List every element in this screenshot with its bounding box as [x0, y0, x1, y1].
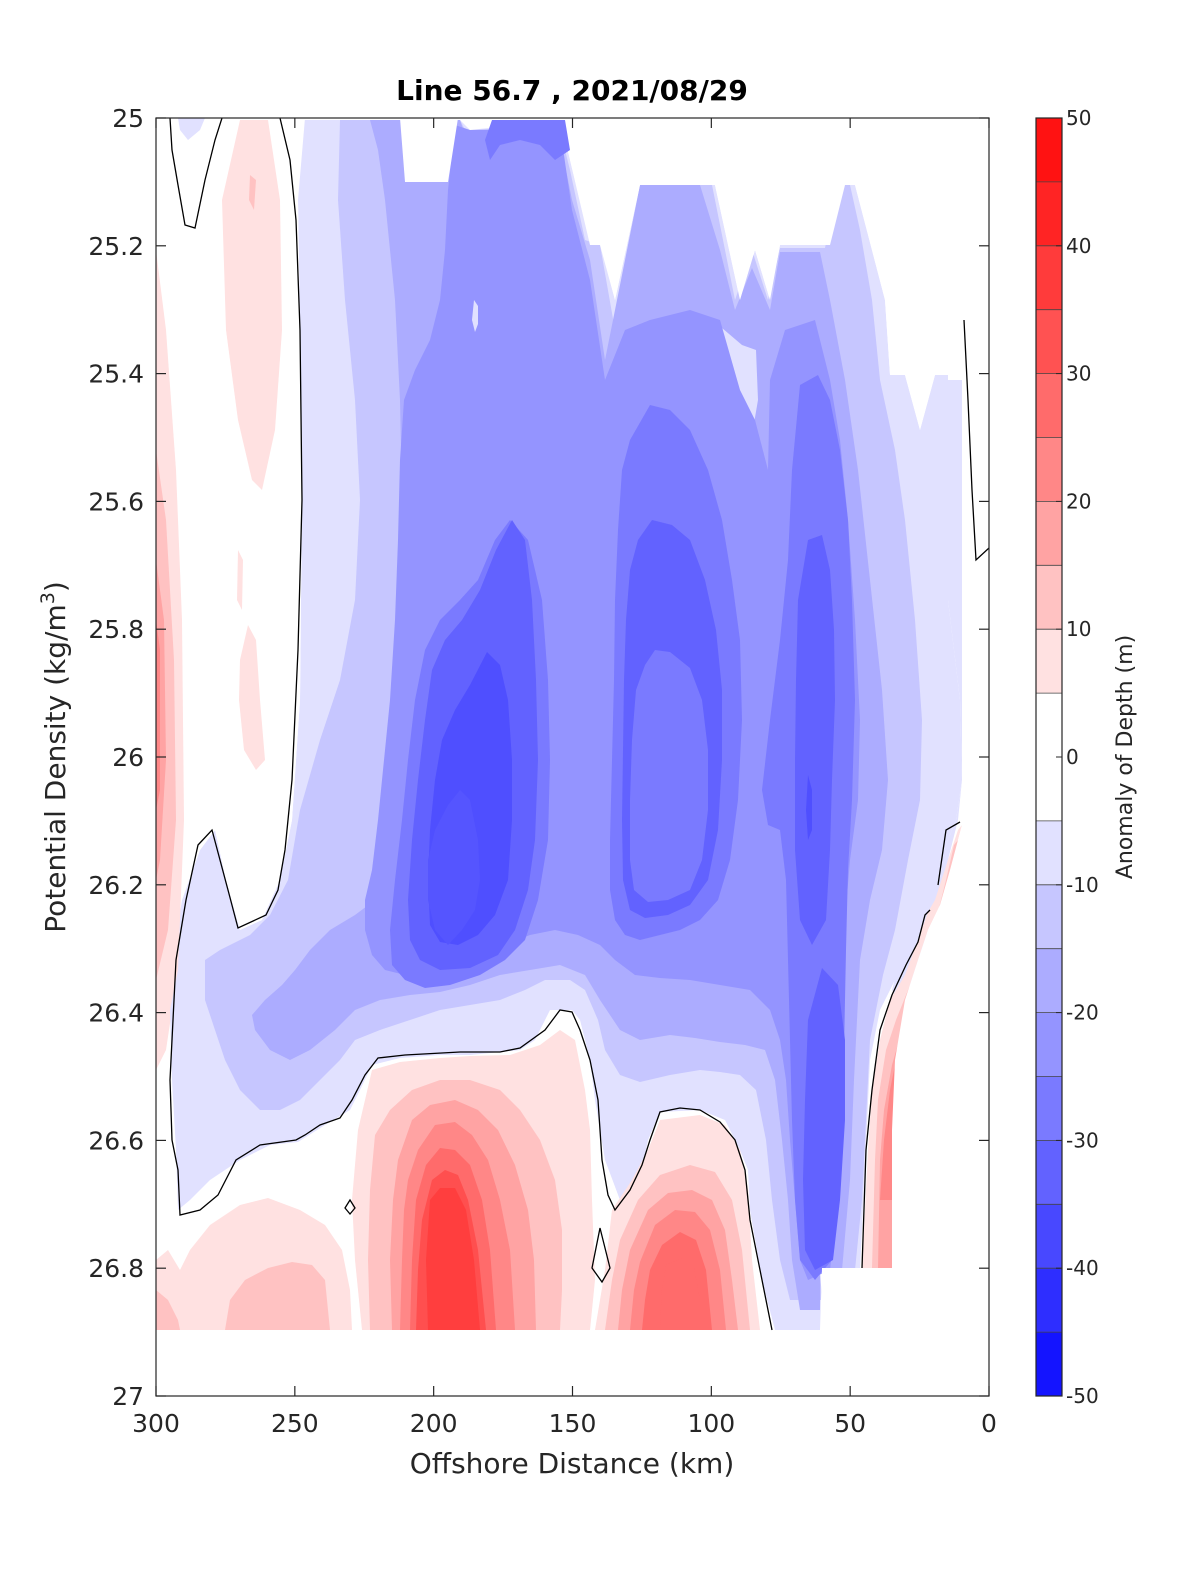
- colorbar: 50 40 30 20 10 0 -10 -20 -30 -40 -50: [1035, 106, 1099, 1408]
- x-axis: 300 250 200 150 100 50 0: [132, 118, 997, 1438]
- y-tick-label: 25: [112, 104, 144, 133]
- zero-contour-coastal: [861, 909, 931, 1269]
- colorbar-segment: [1036, 1268, 1062, 1333]
- x-tick-label: 250: [271, 1409, 319, 1438]
- colorbar-segment: [1036, 181, 1062, 246]
- negative-core-120km-l7: [630, 650, 708, 902]
- negative-core-200km-l8: [428, 790, 480, 945]
- y-axis: 25 25.2 25.4 25.6 25.8 26 26.2 26.4 26.6 26.8 27: [88, 104, 989, 1411]
- x-tick-label: 150: [549, 1409, 597, 1438]
- zero-contour-lines: [169, 118, 989, 1331]
- zero-contour-loop-140: [591, 1227, 611, 1284]
- y-tick-label: 26: [112, 743, 144, 772]
- positive-left-edge-mid-redraw: [156, 450, 176, 980]
- colorbar-tick-label: 20: [1066, 489, 1091, 513]
- blank-bottom-region: [156, 1330, 989, 1396]
- positive-left-edge-peak-redraw: [156, 620, 160, 810]
- colorbar-segment: [1036, 820, 1062, 885]
- colorbar-tick-label: 30: [1066, 362, 1091, 386]
- positive-band-upper-left-core-redraw: [249, 175, 256, 210]
- colorbar-segment: [1036, 1012, 1062, 1077]
- positive-lower-110km-l6: [660, 1258, 700, 1330]
- y-tick-label: 25.6: [88, 487, 144, 516]
- colorbar-segment: [1036, 629, 1062, 694]
- positive-spot-mid-left-redraw: [239, 625, 265, 770]
- y-tick-label: 27: [112, 1382, 144, 1411]
- x-tick-label: 200: [410, 1409, 458, 1438]
- colorbar-segment: [1036, 373, 1062, 438]
- blank-right-region: [820, 320, 989, 1330]
- colorbar-segment: [1036, 118, 1062, 182]
- negative-core-60km-l6: [795, 535, 835, 945]
- colorbar-tick-label: -10: [1066, 873, 1099, 897]
- y-tick-label: 26.4: [88, 999, 144, 1028]
- zero-contour-loop-225: [344, 1198, 356, 1216]
- zero-contour-coastal-upper: [937, 821, 961, 886]
- colorbar-segment: [1036, 245, 1062, 310]
- y-tick-label: 25.4: [88, 360, 144, 389]
- colorbar-segment: [1036, 565, 1062, 630]
- y-tick-label: 26.6: [88, 1126, 144, 1155]
- y-tick-label: 25.8: [88, 615, 144, 644]
- light-blue-top-left-nub: [178, 118, 205, 140]
- colorbar-segment: [1036, 1076, 1062, 1141]
- contour-fills: [156, 118, 989, 1396]
- x-tick-label: 300: [132, 1409, 180, 1438]
- negative-core-60km-l8: [806, 775, 812, 840]
- y-axis-label-main: Potential Density (kg/m: [39, 604, 72, 933]
- y-tick-label: 25.2: [88, 232, 144, 261]
- colorbar-tick-label: -50: [1066, 1384, 1099, 1408]
- y-tick-label: 26.2: [88, 871, 144, 900]
- colorbar-tick-label: 40: [1066, 234, 1091, 258]
- x-axis-label: Offshore Distance (km): [410, 1447, 735, 1480]
- blank-top-gap-2: [570, 118, 989, 430]
- colorbar-label: Anomaly of Depth (m): [1113, 635, 1138, 879]
- x-tick-label: 100: [687, 1409, 735, 1438]
- colorbar-tick-label: 10: [1066, 617, 1091, 641]
- positive-band-upper-left-redraw: [222, 120, 282, 490]
- colorbar-segment: [1036, 1332, 1062, 1396]
- x-tick-label: 50: [834, 1409, 866, 1438]
- colorbar-segment: [1036, 501, 1062, 566]
- zero-contour-main: [169, 118, 223, 229]
- negative-field-level4: [365, 125, 860, 1280]
- negative-core-60km-lower-l6: [803, 968, 845, 1270]
- blank-top-gap-1: [400, 118, 458, 182]
- colorbar-segment: [1036, 437, 1062, 502]
- colorbar-tick-label: -20: [1066, 1001, 1099, 1025]
- zero-contour-near-shore: [963, 319, 989, 562]
- y-axis-label-superscript: 3: [37, 592, 59, 604]
- plot-area: [155, 117, 990, 1397]
- colorbar-tick-label: -30: [1066, 1128, 1099, 1152]
- colorbar-tick-label: 0: [1066, 745, 1079, 769]
- colorbar-segment: [1036, 884, 1062, 949]
- x-tick-label: 0: [981, 1409, 997, 1438]
- colorbar-tick-label: 50: [1066, 106, 1091, 130]
- y-axis-label: Potential Density (kg/m3): [37, 581, 72, 933]
- positive-lower-left-edge: [156, 1290, 180, 1330]
- chart-title: Line 56.7 , 2021/08/29: [396, 74, 748, 107]
- colorbar-segment: [1036, 1140, 1062, 1205]
- y-axis-label-suffix: ): [39, 581, 72, 592]
- colorbar-segment: [1036, 1204, 1062, 1269]
- negative-field-level5: [485, 120, 570, 160]
- colorbar-tick-label: -40: [1066, 1256, 1099, 1280]
- positive-lower-left-l2: [225, 1262, 330, 1330]
- zero-contour-long: [169, 118, 773, 1331]
- positive-lower-200km-l7: [426, 1188, 480, 1330]
- colorbar-segment: [1036, 309, 1062, 374]
- positive-spot-small-left-redraw: [237, 550, 243, 610]
- coastal-light-band: [892, 380, 962, 1010]
- colorbar-segment: [1036, 948, 1062, 1013]
- small-island-near-190km: [472, 300, 478, 332]
- y-tick-label: 26.8: [88, 1254, 144, 1283]
